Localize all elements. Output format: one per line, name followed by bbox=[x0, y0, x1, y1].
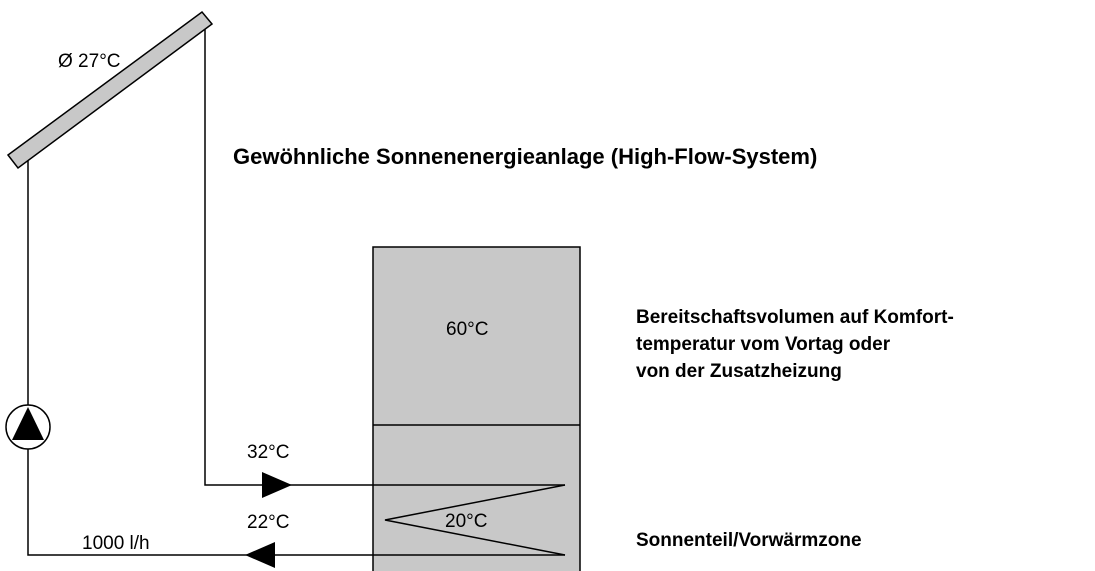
pump-arrow bbox=[12, 407, 44, 440]
return-temp: 22°C bbox=[247, 512, 289, 533]
upper-zone-text: Bereitschaftsvolumen auf Komfort- bbox=[636, 307, 954, 328]
flow-pipe bbox=[204, 25, 565, 486]
heat-exchanger bbox=[384, 484, 566, 556]
flow-rate: 1000 l/h bbox=[82, 533, 150, 554]
bottom-temp: 20°C bbox=[445, 511, 487, 532]
flow-arrow bbox=[262, 472, 292, 498]
upper-zone-text: temperatur vom Vortag oder bbox=[636, 334, 891, 355]
return-pipe bbox=[27, 158, 565, 556]
lower-zone-text: Sonnenteil/Vorwärmzone bbox=[636, 530, 862, 551]
collector bbox=[6, 10, 214, 170]
return-arrow bbox=[245, 542, 275, 568]
top-temp: 60°C bbox=[446, 319, 488, 340]
flow-temp: 32°C bbox=[247, 442, 289, 463]
tank bbox=[372, 246, 581, 571]
upper-zone-text: von der Zusatzheizung bbox=[636, 361, 842, 382]
collector-label: Ø 27°C bbox=[58, 51, 121, 72]
title: Gewöhnliche Sonnenenergieanlage (High-Fl… bbox=[233, 144, 817, 169]
